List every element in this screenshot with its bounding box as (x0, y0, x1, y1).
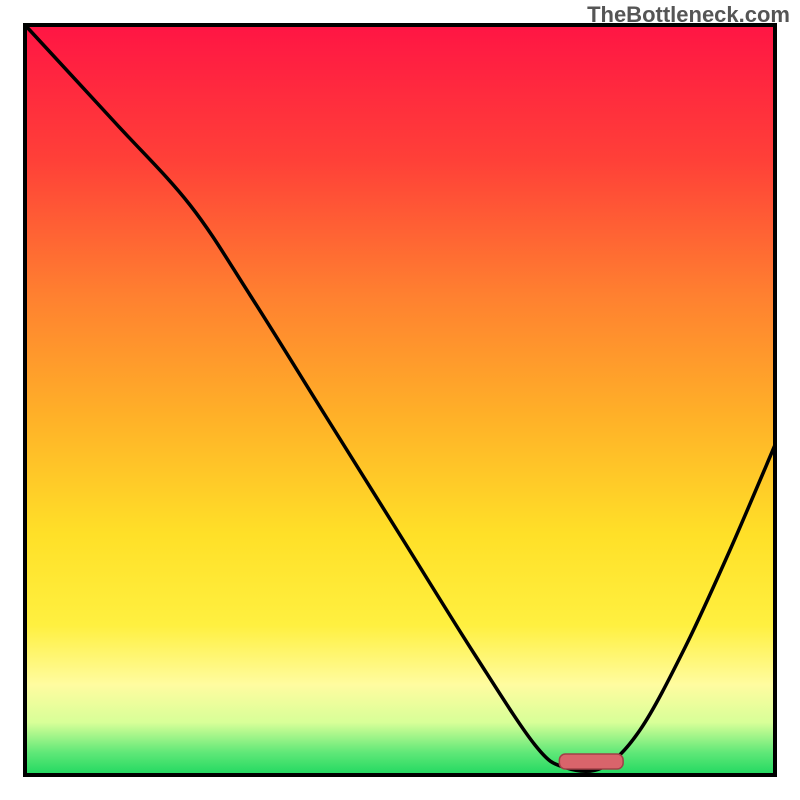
optimal-marker (559, 754, 623, 769)
plot-background (25, 25, 775, 775)
watermark-text: TheBottleneck.com (587, 2, 790, 28)
bottleneck-chart (0, 0, 800, 800)
